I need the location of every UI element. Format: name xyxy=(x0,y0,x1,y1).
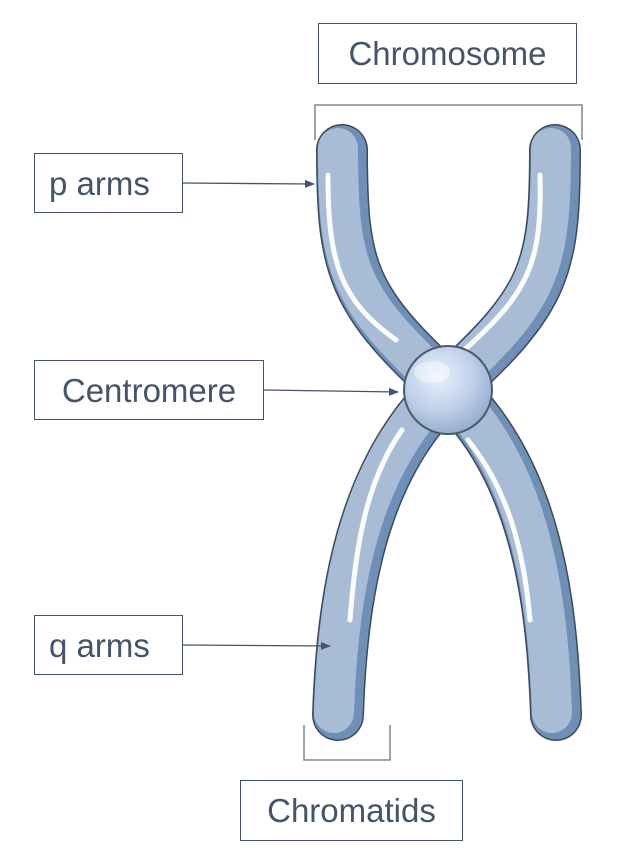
q-arms-label: q arms xyxy=(34,615,183,675)
chromosome-label: Chromosome xyxy=(318,23,577,84)
p-arms-label: p arms xyxy=(34,153,183,213)
p-arms-arrow xyxy=(182,179,315,188)
centromere-sphere xyxy=(403,345,493,435)
chromatids-bracket xyxy=(303,725,391,761)
chromosome-bracket xyxy=(314,104,583,140)
chromatids-label: Chromatids xyxy=(240,780,463,841)
centromere-highlight xyxy=(414,361,450,383)
q-arms-arrow xyxy=(182,641,331,650)
centromere-label: Centromere xyxy=(34,360,264,420)
centromere-arrow xyxy=(263,387,399,396)
